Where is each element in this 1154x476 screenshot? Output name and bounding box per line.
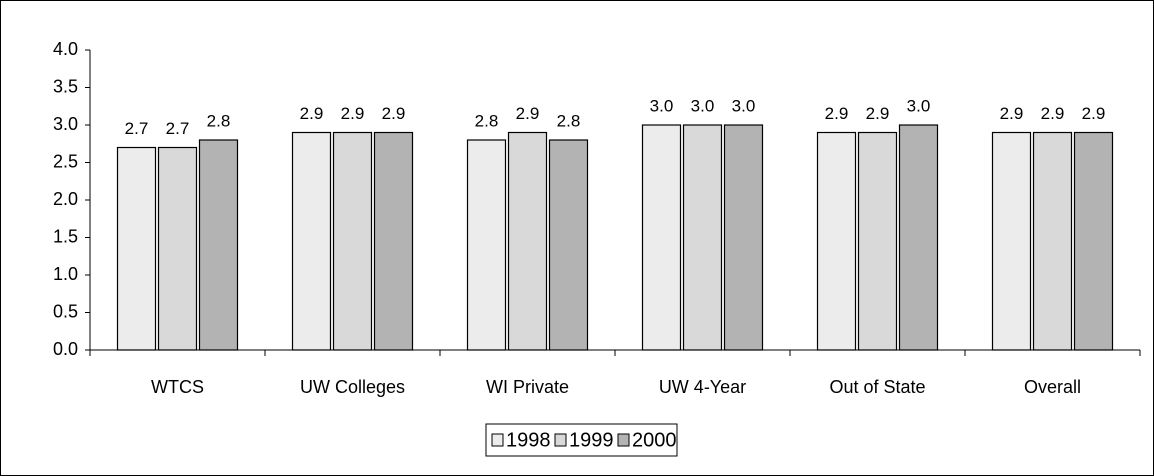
x-tick-label: WI Private — [486, 377, 569, 397]
data-label: 2.8 — [475, 111, 499, 130]
legend-label: 1999 — [569, 429, 614, 451]
y-tick-label: 2.0 — [53, 189, 78, 209]
data-label: 2.9 — [382, 104, 406, 123]
legend-swatch — [617, 433, 630, 447]
legend-label: 1998 — [506, 429, 551, 451]
data-label: 3.0 — [691, 96, 715, 115]
data-label: 2.9 — [1041, 104, 1065, 123]
data-label: 3.0 — [907, 96, 931, 115]
bar — [991, 131, 1032, 351]
y-tick-label: 2.5 — [53, 151, 78, 171]
y-tick-label: 1.5 — [53, 226, 78, 246]
bar — [373, 131, 414, 351]
legend-box — [485, 423, 678, 457]
data-label: 2.8 — [207, 111, 231, 130]
y-tick-label: 1.0 — [53, 264, 78, 284]
x-tick-label: WTCS — [151, 377, 204, 397]
bar — [1032, 131, 1073, 351]
bar — [466, 139, 507, 351]
data-label: 2.9 — [341, 104, 365, 123]
bar — [291, 131, 332, 351]
data-label: 2.9 — [825, 104, 849, 123]
data-label: 2.9 — [516, 104, 540, 123]
bar — [816, 131, 857, 351]
bar — [1073, 131, 1114, 351]
y-tick-label: 4.0 — [53, 39, 78, 59]
legend-label: 2000 — [632, 429, 677, 451]
legend-swatch — [554, 433, 567, 447]
bar — [857, 131, 898, 351]
bar — [548, 139, 589, 351]
data-label: 2.9 — [1000, 104, 1024, 123]
bar — [898, 124, 939, 351]
bar — [198, 139, 239, 351]
bar — [641, 124, 682, 351]
data-label: 2.9 — [300, 104, 324, 123]
bar — [723, 124, 764, 351]
y-tick-label: 0.0 — [53, 339, 78, 359]
bar — [116, 146, 157, 351]
data-label: 2.7 — [166, 119, 190, 138]
data-label: 2.9 — [866, 104, 890, 123]
x-tick-label: UW 4-Year — [659, 377, 746, 397]
bar — [157, 146, 198, 351]
y-tick-label: 3.5 — [53, 76, 78, 96]
y-tick-label: 0.5 — [53, 301, 78, 321]
data-label: 2.7 — [125, 119, 149, 138]
y-tick-label: 3.0 — [53, 114, 78, 134]
data-label: 3.0 — [732, 96, 756, 115]
x-tick-label: UW Colleges — [300, 377, 405, 397]
bar — [332, 131, 373, 351]
data-label: 3.0 — [650, 96, 674, 115]
x-tick-label: Out of State — [829, 377, 925, 397]
bar — [507, 131, 548, 351]
bar — [682, 124, 723, 351]
x-tick-label: Overall — [1024, 377, 1081, 397]
data-label: 2.9 — [1082, 104, 1106, 123]
legend-swatch — [491, 433, 504, 447]
data-label: 2.8 — [557, 111, 581, 130]
